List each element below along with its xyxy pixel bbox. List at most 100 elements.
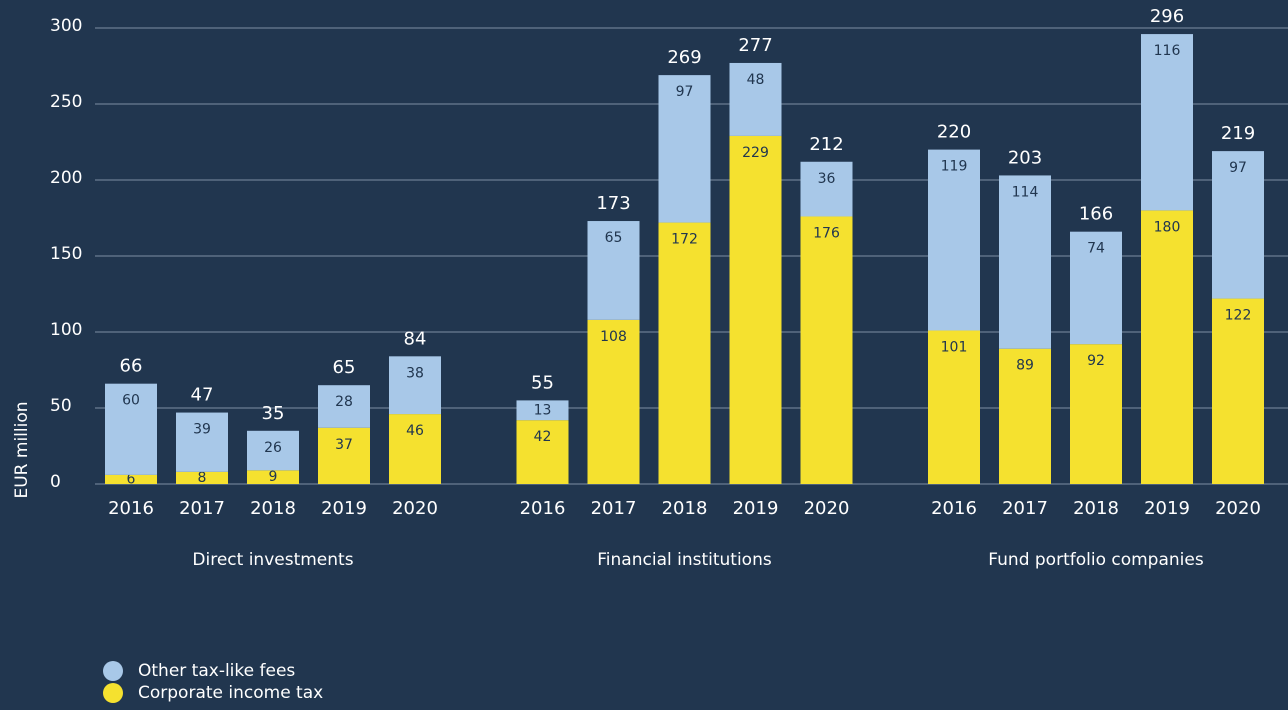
x-tick-label: 2019 xyxy=(321,498,367,519)
bar-segment xyxy=(247,430,299,471)
value-label: 65 xyxy=(605,230,623,246)
value-label: 89 xyxy=(1016,358,1034,374)
legend-marker xyxy=(103,661,123,681)
bar-segment xyxy=(176,471,228,484)
total-label: 66 xyxy=(120,356,143,377)
x-tick-label: 2020 xyxy=(392,498,438,519)
legend-label: Other tax-like fees xyxy=(138,661,295,681)
value-label: 172 xyxy=(671,232,698,248)
legend-marker xyxy=(103,683,123,703)
value-label: 176 xyxy=(813,225,840,241)
total-label: 212 xyxy=(809,134,843,155)
bar-segment xyxy=(800,161,853,217)
bar-segment xyxy=(658,75,711,223)
value-label: 108 xyxy=(600,329,627,345)
group-label: Financial institutions xyxy=(597,550,772,570)
x-tick-label: 2016 xyxy=(520,498,566,519)
bar-segment xyxy=(105,474,157,484)
group-label: Fund portfolio companies xyxy=(988,550,1204,570)
bar-segment xyxy=(516,400,569,421)
total-label: 269 xyxy=(667,47,701,68)
bar-segment xyxy=(389,356,441,415)
bar-segment xyxy=(587,319,640,484)
bar-segment xyxy=(587,221,640,320)
x-tick-label: 2017 xyxy=(591,498,637,519)
bar-segment xyxy=(928,149,980,331)
bar-segment xyxy=(1212,298,1264,484)
value-label: 116 xyxy=(1154,43,1181,59)
value-label: 38 xyxy=(406,365,424,381)
total-label: 173 xyxy=(596,193,630,214)
value-label: 114 xyxy=(1012,184,1039,200)
value-label: 13 xyxy=(534,402,552,418)
bar-segment xyxy=(928,330,980,484)
y-tick-label: 50 xyxy=(50,396,72,416)
bar-segment xyxy=(318,385,370,428)
value-label: 28 xyxy=(335,394,353,410)
value-label: 101 xyxy=(941,339,968,355)
total-label: 296 xyxy=(1150,6,1184,27)
value-label: 37 xyxy=(335,437,353,453)
bar-segment xyxy=(999,175,1051,349)
value-label: 97 xyxy=(1229,160,1247,176)
bar-segment xyxy=(1070,344,1122,484)
value-label: 6 xyxy=(127,471,136,487)
group-label: Direct investments xyxy=(192,550,353,570)
bar-segment xyxy=(318,427,370,484)
x-tick-label: 2016 xyxy=(931,498,977,519)
x-tick-label: 2020 xyxy=(804,498,850,519)
value-label: 9 xyxy=(269,469,278,485)
value-label: 60 xyxy=(122,393,140,409)
bar-segment xyxy=(729,135,782,485)
x-tick-label: 2017 xyxy=(1002,498,1048,519)
y-tick-label: 250 xyxy=(50,92,82,112)
bar-segment xyxy=(247,470,299,484)
value-label: 74 xyxy=(1087,241,1105,257)
bar-segment xyxy=(999,348,1051,484)
total-label: 220 xyxy=(937,122,971,143)
bar-segment xyxy=(1212,151,1264,299)
value-label: 48 xyxy=(747,72,765,88)
y-tick-label: 300 xyxy=(50,16,82,36)
value-label: 229 xyxy=(742,145,769,161)
x-tick-label: 2018 xyxy=(1073,498,1119,519)
total-label: 84 xyxy=(404,328,427,349)
y-tick-label: 150 xyxy=(50,244,82,264)
value-label: 39 xyxy=(193,422,211,438)
value-label: 36 xyxy=(818,171,836,187)
value-label: 26 xyxy=(264,440,282,456)
total-label: 65 xyxy=(333,357,356,378)
value-label: 8 xyxy=(198,470,207,486)
x-tick-label: 2017 xyxy=(179,498,225,519)
x-tick-label: 2018 xyxy=(662,498,708,519)
bar-segment xyxy=(105,383,157,475)
value-label: 122 xyxy=(1225,308,1252,324)
value-label: 97 xyxy=(676,84,694,100)
bar-segment xyxy=(729,62,782,136)
x-tick-label: 2018 xyxy=(250,498,296,519)
x-tick-label: 2019 xyxy=(1144,498,1190,519)
bar-segment xyxy=(1141,34,1193,211)
total-label: 47 xyxy=(191,385,214,406)
bar-segment xyxy=(658,222,711,484)
total-label: 277 xyxy=(738,35,772,56)
total-label: 55 xyxy=(531,372,554,393)
value-label: 180 xyxy=(1154,219,1181,235)
bar-segment xyxy=(1141,210,1193,484)
total-label: 166 xyxy=(1079,204,1113,225)
value-label: 119 xyxy=(941,159,968,175)
value-label: 46 xyxy=(406,423,424,439)
bar-segment xyxy=(800,216,853,485)
total-label: 203 xyxy=(1008,147,1042,168)
x-tick-label: 2016 xyxy=(108,498,154,519)
legend-label: Corporate income tax xyxy=(138,683,323,703)
total-label: 219 xyxy=(1221,123,1255,144)
bar-segment xyxy=(1070,231,1122,345)
value-label: 92 xyxy=(1087,353,1105,369)
value-label: 42 xyxy=(534,429,552,445)
y-axis-label: EUR million xyxy=(12,401,32,498)
y-tick-label: 0 xyxy=(50,472,61,492)
y-tick-label: 100 xyxy=(50,320,82,340)
x-tick-label: 2020 xyxy=(1215,498,1261,519)
